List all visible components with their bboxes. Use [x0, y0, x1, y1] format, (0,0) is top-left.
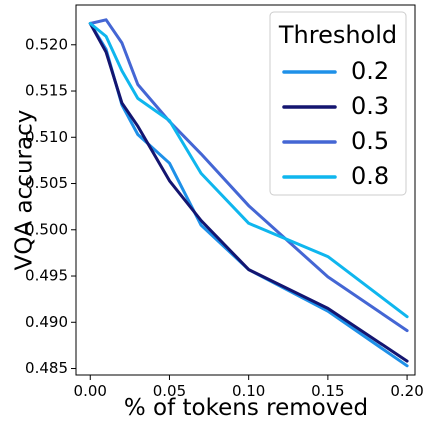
x-tick-label: 0.00 — [74, 382, 107, 400]
y-tick-label: 0.505 — [25, 174, 68, 192]
series-line-0-8 — [88, 22, 409, 319]
y-tick-label: 0.520 — [25, 35, 68, 53]
x-axis-ticks: 0.00 0.05 0.10 0.15 0.20 — [74, 375, 423, 400]
y-axis-title: VQA accuracy — [12, 110, 38, 271]
legend-box — [269, 11, 407, 196]
legend-items: 0.2 0.3 0.5 0.8 — [282, 57, 389, 190]
y-tick-label: 0.515 — [25, 82, 68, 100]
x-tick-label: 0.10 — [232, 382, 265, 400]
legend-label-0-8: 0.8 — [351, 162, 389, 190]
x-tick-label: 0.15 — [311, 382, 344, 400]
y-tick-label: 0.495 — [25, 267, 68, 285]
plot-frame — [75, 4, 416, 376]
y-tick-label: 0.500 — [25, 220, 68, 238]
series-lines — [88, 18, 409, 368]
legend-label-0-5: 0.5 — [351, 127, 389, 155]
y-tick-label: 0.510 — [25, 128, 68, 146]
y-axis-ticks: 0.485 0.490 0.495 0.500 0.505 0.510 0.515 0.520 — [25, 35, 76, 377]
legend: Threshold 0.2 0.3 0.5 0.8 — [269, 11, 407, 196]
y-tick-label: 0.490 — [25, 313, 68, 331]
legend-label-0-3: 0.3 — [351, 92, 389, 120]
x-tick-label: 0.05 — [153, 382, 186, 400]
legend-label-0-2: 0.2 — [351, 57, 389, 85]
x-axis-title: % of tokens removed — [124, 395, 368, 421]
series-line-0-3 — [88, 22, 409, 363]
legend-title: Threshold — [278, 21, 397, 49]
x-tick-label: 0.20 — [390, 382, 423, 400]
y-tick-label: 0.485 — [25, 359, 68, 377]
